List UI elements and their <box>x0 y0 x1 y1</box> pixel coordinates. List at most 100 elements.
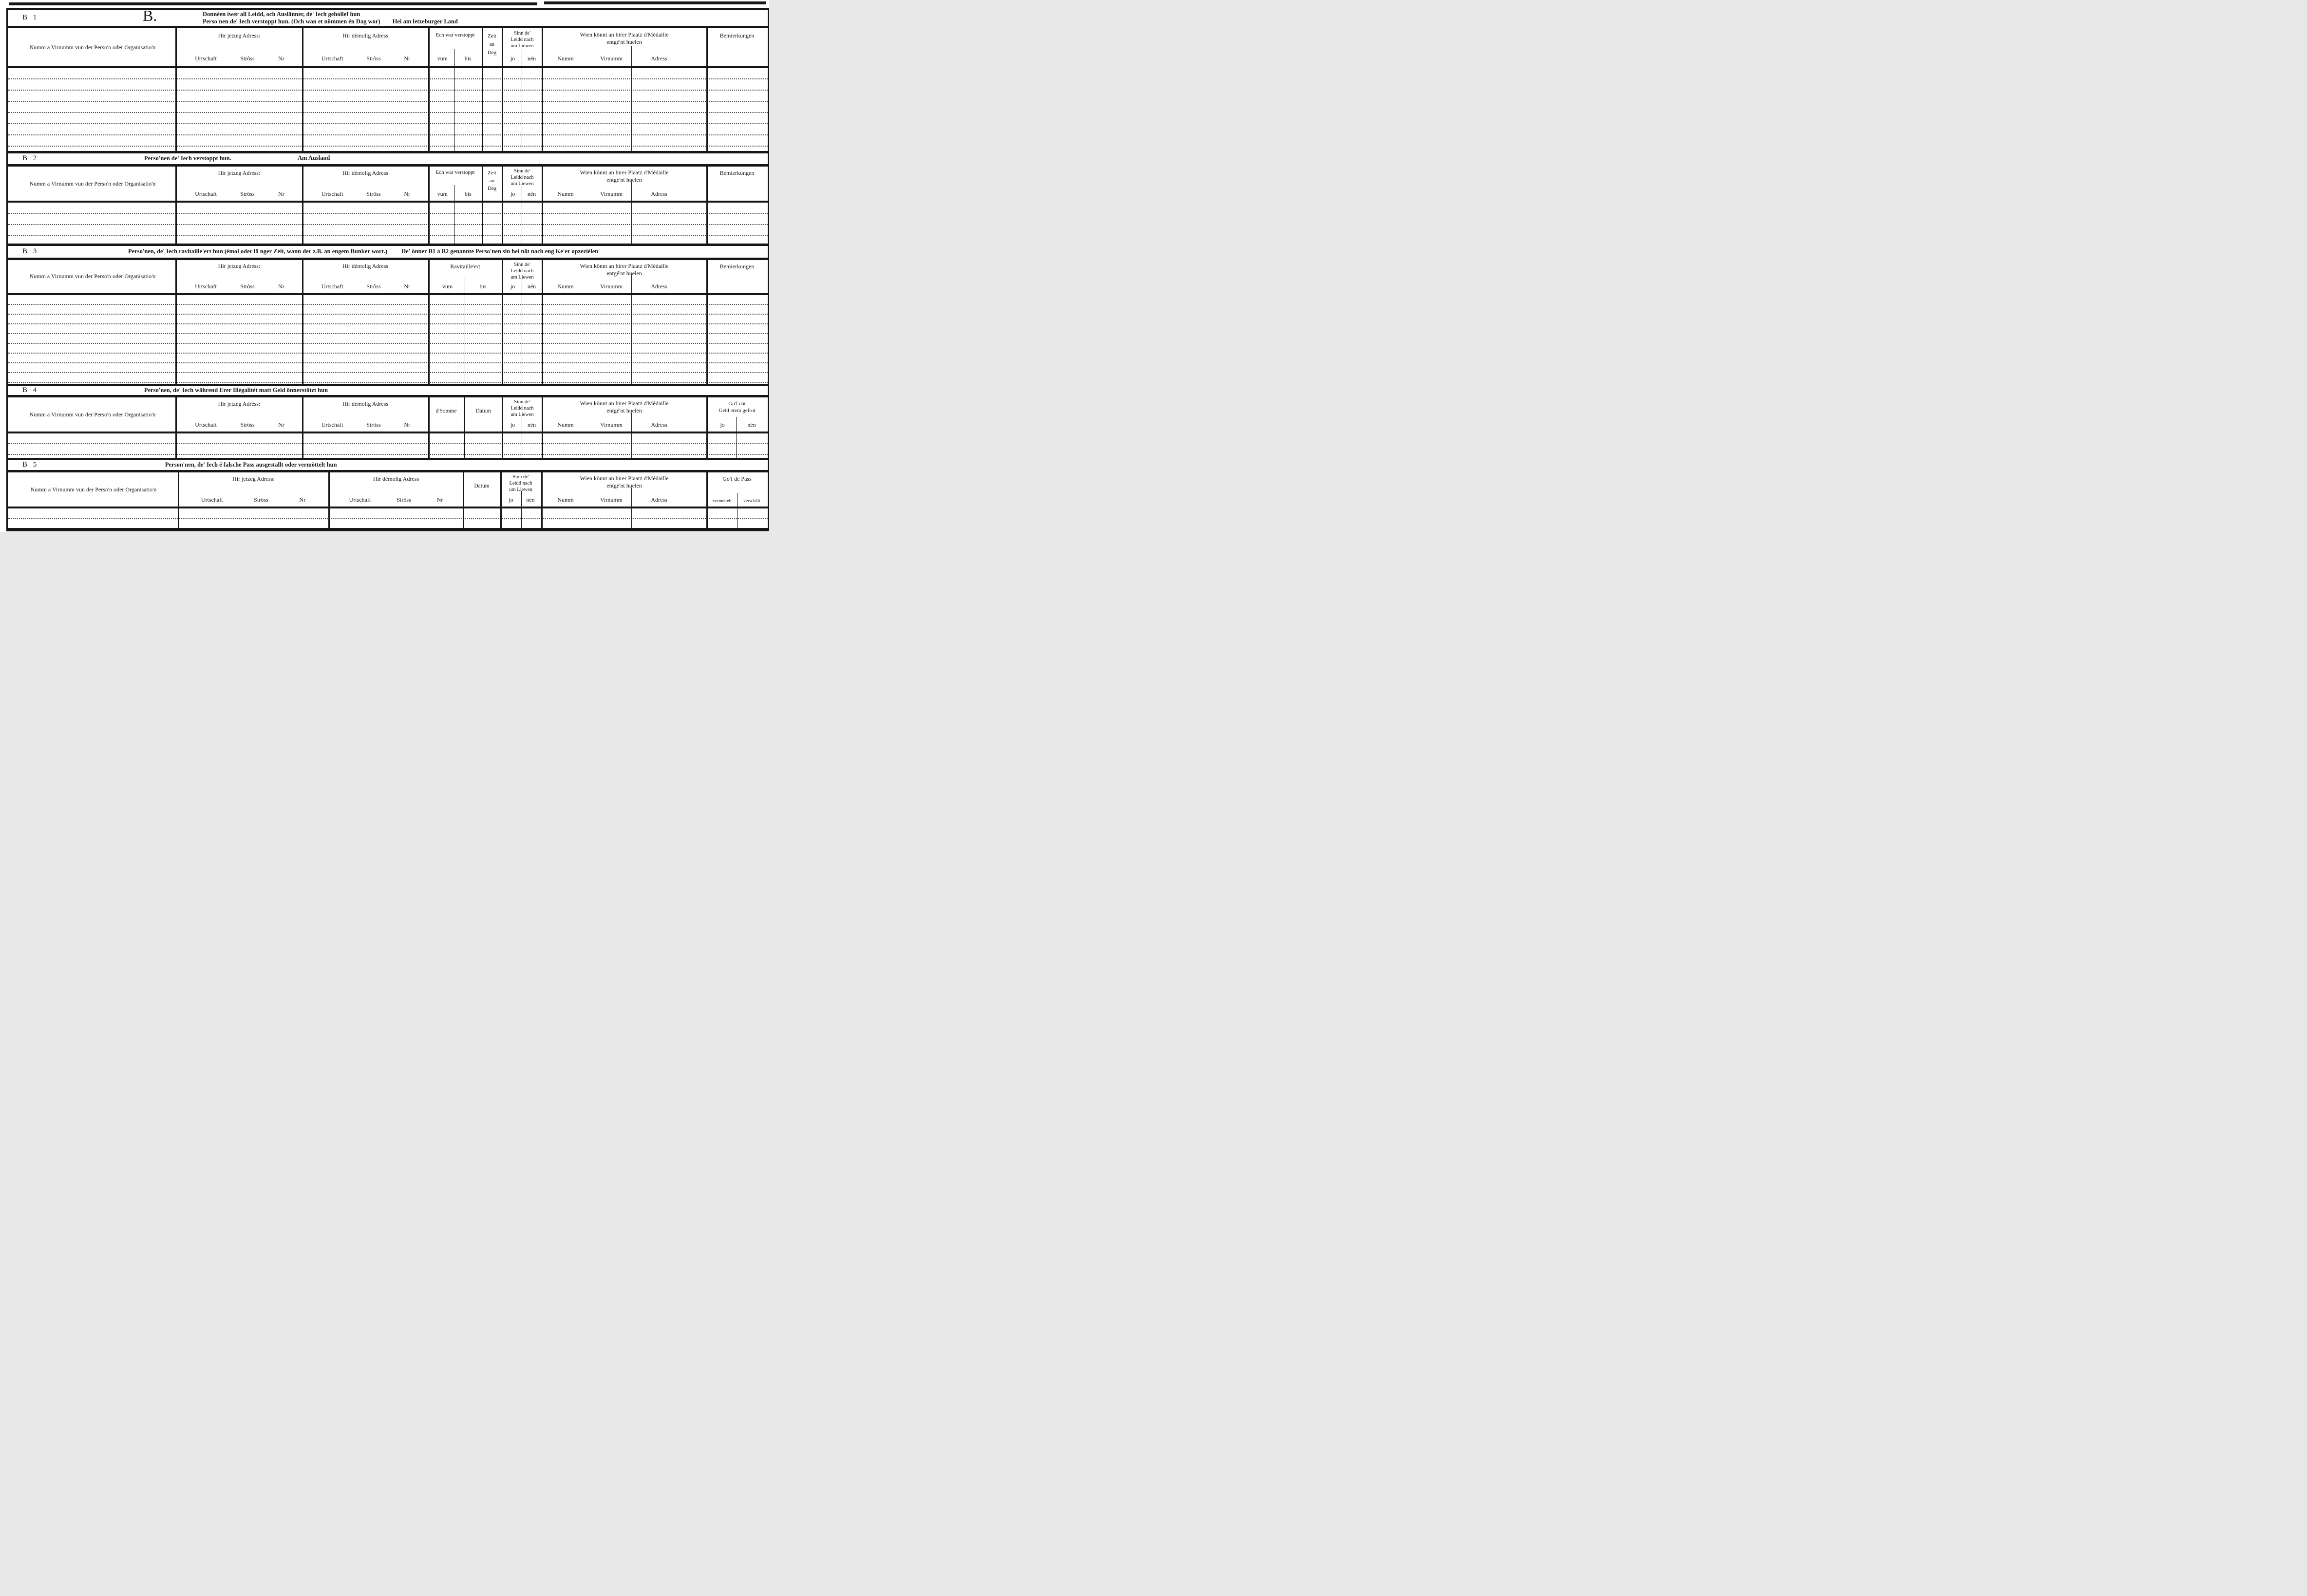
current-address-subheaders: Urtschaft Strôss Nr <box>183 190 296 198</box>
medal-line2: entgé'nt huelen <box>606 38 642 45</box>
column-divider <box>542 260 543 293</box>
write-in-row[interactable] <box>8 354 768 363</box>
write-in-row[interactable] <box>8 324 768 334</box>
column-divider <box>175 203 177 244</box>
col-hidden-header: Ech war verstoppt <box>435 32 475 38</box>
col-nen-header: nén <box>526 496 535 503</box>
col-urtschaft-header: Urtschaft <box>195 421 217 428</box>
write-in-row[interactable] <box>8 334 768 344</box>
section-title: Perso'nen de' Iech verstoppt hun. <box>144 155 231 162</box>
col-adress-header: Adress <box>651 421 667 428</box>
col-nen-header: nén <box>527 283 536 290</box>
section-label: B 3 <box>22 247 39 255</box>
col-name-header: Numm a Virnumm vun der Perso'n oder Orga… <box>29 44 156 51</box>
subcolumn-divider <box>736 417 737 432</box>
col-alive-header: Sinn de' Leidd nach um Liewen <box>503 262 541 281</box>
hidden-subheaders: vum bis <box>430 190 481 198</box>
write-in-row[interactable] <box>8 68 768 79</box>
col-nr-header: Nr <box>278 55 284 62</box>
col-alive-header: Sinn de' Leidd nach um Liewen <box>503 399 541 418</box>
column-divider <box>482 28 483 66</box>
medal-line1: Wien könnt an hirer Plaatz d'Médaille <box>580 169 669 176</box>
medal-line1: Wien könnt an hirer Plaatz d'Médaille <box>580 475 669 482</box>
column-divider <box>464 397 465 432</box>
form-frame: B 1 B. Donnéen iwer all Leidd, och Auslä… <box>6 8 769 531</box>
col-numm-header: Numm <box>557 283 574 290</box>
write-in-row[interactable] <box>8 236 768 244</box>
column-divider <box>302 68 303 151</box>
col-current-address-header: Hir jetzeg Adress: <box>218 263 261 269</box>
col-medal-header: Wien könnt an hirer Plaatz d'Médaille en… <box>543 263 705 277</box>
column-divider <box>502 295 503 384</box>
section-title: Perso'nen, de' Iech ravitaille'ert hun (… <box>128 248 598 255</box>
column-divider <box>482 68 483 151</box>
medal-line2: entgé'nt huelen <box>606 270 642 277</box>
write-in-row[interactable] <box>8 79 768 91</box>
section-title-bold: Hei am letzeburger Land <box>392 18 458 25</box>
write-in-row[interactable] <box>8 147 768 151</box>
column-divider <box>302 167 303 201</box>
write-in-row[interactable] <box>8 203 768 214</box>
alive-line3: um Liewen <box>509 487 532 492</box>
column-divider <box>542 68 543 151</box>
former-address-subheaders: Urtschaft Strôss Nr <box>310 190 422 198</box>
write-in-row[interactable] <box>8 214 768 225</box>
hidden-subheaders: vum bis <box>430 55 481 62</box>
section-b5: B 5 Person'nen, de' Iech é falsche Pass … <box>8 458 768 528</box>
ravitailleert-subheaders: vum bis <box>430 283 501 290</box>
pass-subheaders: vermettelt verschâft <box>707 499 767 504</box>
write-in-row[interactable] <box>8 433 768 444</box>
former-address-subheaders: Urtschaft Strôss Nr <box>310 421 422 429</box>
write-in-row[interactable] <box>8 519 768 528</box>
column-divider <box>302 28 303 66</box>
column-divider <box>428 167 430 201</box>
write-in-row[interactable] <box>8 315 768 324</box>
col-virnumm-header: Virnumm <box>600 421 623 428</box>
section-b3-header: Numm a Virnumm vun der Perso'n oder Orga… <box>8 260 768 295</box>
write-in-row[interactable] <box>8 102 768 113</box>
write-in-row[interactable] <box>8 135 768 147</box>
column-divider <box>175 167 177 201</box>
column-divider <box>502 397 503 432</box>
col-stross-header: Strôss <box>254 496 268 503</box>
col-alive-header: Sinn de' Leidd nach um Liewen <box>501 474 540 493</box>
col-adress-header: Adress <box>651 496 667 503</box>
section-b2: B 2 Perso'nen de' Iech verstoppt hun. Am… <box>8 151 768 244</box>
col-bis-header: bis <box>464 55 472 62</box>
column-divider <box>463 472 464 507</box>
write-in-row[interactable] <box>8 363 768 373</box>
col-numm-header: Numm <box>557 190 574 197</box>
col-current-address-header: Hir jetzeg Adress: <box>218 32 261 39</box>
column-divider <box>428 295 430 384</box>
col-former-address-header: Hir démolig Adress <box>342 400 388 407</box>
section-b3-title-band: B 3 Perso'nen, de' Iech ravitaille'ert h… <box>8 244 768 260</box>
write-in-row[interactable] <box>8 113 768 124</box>
write-in-row[interactable] <box>8 344 768 354</box>
write-in-row[interactable] <box>8 305 768 315</box>
money-subheaders: jo nén <box>708 421 766 429</box>
col-stross-header: Strôss <box>240 283 255 290</box>
col-remarks-header: Bemierkungen <box>719 32 755 39</box>
write-in-row[interactable] <box>8 373 768 383</box>
write-in-row[interactable] <box>8 508 768 519</box>
subcolumn-divider <box>631 433 632 458</box>
column-divider <box>428 68 430 151</box>
subcolumn-divider <box>521 491 522 507</box>
write-in-row[interactable] <box>8 91 768 102</box>
write-in-row[interactable] <box>8 444 768 455</box>
section-b2-header: Numm a Virnumm vun der Perso'n oder Orga… <box>8 167 768 203</box>
zeit-line3: Dég <box>487 50 497 56</box>
subcolumn-divider <box>631 508 632 528</box>
subcolumn-divider <box>631 68 632 151</box>
write-in-row[interactable] <box>8 225 768 236</box>
write-in-row[interactable] <box>8 124 768 135</box>
col-urtschaft-header: Urtschaft <box>321 55 343 62</box>
money-line1: Go'f dât <box>728 401 746 407</box>
subcolumn-divider <box>454 185 455 201</box>
column-divider <box>706 508 708 528</box>
write-in-row[interactable] <box>8 295 768 305</box>
medal-line2: entgé'nt huelen <box>606 176 642 183</box>
col-money-header: Go'f dât Geld erem gefrot <box>708 400 766 414</box>
current-address-subheaders: Urtschaft Strôss Nr <box>183 55 296 62</box>
column-divider <box>706 260 708 293</box>
